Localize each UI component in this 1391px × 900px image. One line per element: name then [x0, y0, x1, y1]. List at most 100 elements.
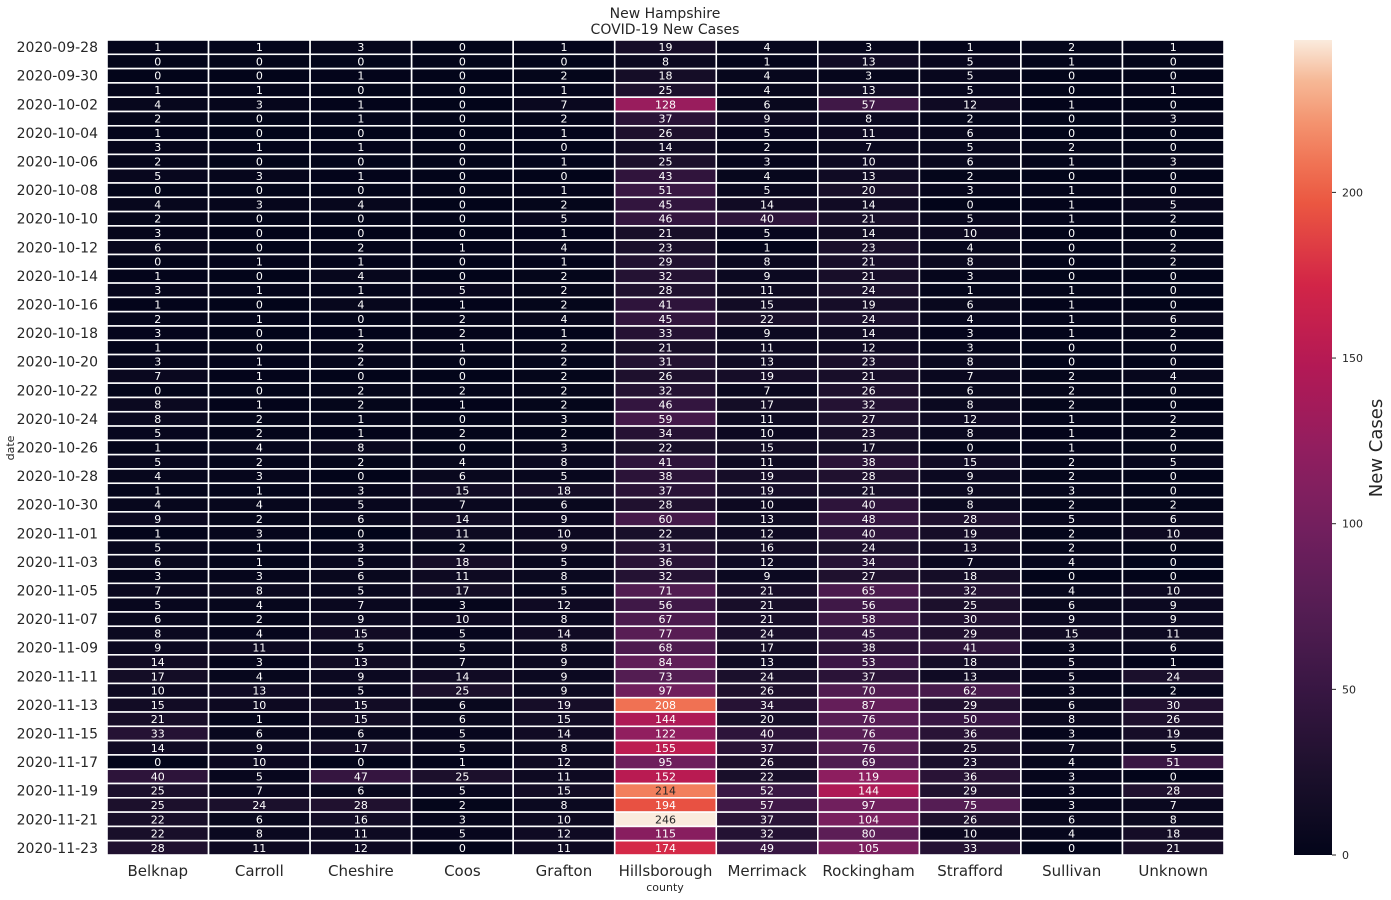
- heatmap-cell-label: 25: [455, 770, 469, 783]
- heatmap-cell-label: 22: [151, 828, 165, 841]
- colorbar-tick-label: 50: [1342, 683, 1356, 696]
- heatmap-cell-label: 14: [862, 327, 876, 340]
- heatmap-cell-label: 20: [760, 713, 774, 726]
- heatmap-cell-label: 3: [154, 570, 161, 583]
- heatmap-cell-label: 80: [862, 828, 876, 841]
- heatmap-cell-label: 1: [357, 327, 364, 340]
- heatmap-cell-label: 2: [459, 313, 466, 326]
- heatmap-cell-label: 17: [760, 642, 774, 655]
- heatmap-cell-label: 1: [560, 127, 567, 140]
- heatmap-cell-label: 6: [1068, 699, 1075, 712]
- heatmap-cell-label: 8: [560, 570, 567, 583]
- heatmap-cell-label: 97: [862, 799, 876, 812]
- heatmap-cell-label: 104: [858, 813, 879, 826]
- heatmap-cell-label: 214: [655, 785, 676, 798]
- heatmap-cell-label: 12: [557, 599, 571, 612]
- heatmap-cell-label: 0: [1068, 84, 1075, 97]
- heatmap-cell-label: 6: [357, 570, 364, 583]
- heatmap-cell-label: 1: [560, 41, 567, 54]
- heatmap-cell-label: 2: [154, 213, 161, 226]
- x-tick-labels: Belknap Carroll Cheshire Coos Grafton Hillsbo…: [127, 862, 1208, 880]
- heatmap-cell-label: 2: [560, 113, 567, 126]
- heatmap-cell-label: 34: [760, 699, 774, 712]
- heatmap-cell-label: 25: [963, 599, 977, 612]
- heatmap-cell-label: 25: [659, 156, 673, 169]
- heatmap-cell-label: 4: [154, 499, 161, 512]
- heatmap-cell-label: 2: [1068, 370, 1075, 383]
- heatmap-cell-label: 4: [357, 270, 364, 283]
- heatmap-cell-label: 1: [1068, 198, 1075, 211]
- heatmap-cell-label: 0: [1068, 842, 1075, 855]
- heatmap-cell-label: 97: [659, 685, 673, 698]
- heatmap-cell-label: 1: [256, 370, 263, 383]
- heatmap-cell-label: 122: [655, 727, 676, 740]
- heatmap-cell-label: 0: [357, 227, 364, 240]
- heatmap-cell-label: 0: [1170, 170, 1177, 183]
- heatmap-cell-label: 5: [967, 141, 974, 154]
- heatmap-cell-label: 6: [154, 613, 161, 626]
- heatmap-cell-label: 1: [256, 356, 263, 369]
- heatmap-cell-label: 1: [357, 141, 364, 154]
- heatmap-cell-label: 5: [764, 127, 771, 140]
- heatmap-cell-label: 3: [154, 356, 161, 369]
- heatmap-cell-label: 0: [1170, 141, 1177, 154]
- heatmap-cell-label: 9: [764, 570, 771, 583]
- heatmap-cell-label: 10: [252, 699, 266, 712]
- heatmap-cell-label: 2: [560, 427, 567, 440]
- heatmap-cell-label: 1: [560, 184, 567, 197]
- heatmap-cell-label: 0: [256, 327, 263, 340]
- heatmap-cell-label: 95: [659, 756, 673, 769]
- heatmap-cell-label: 3: [256, 527, 263, 540]
- heatmap-cell-label: 40: [151, 770, 165, 783]
- heatmap-cell-label: 0: [1170, 341, 1177, 354]
- heatmap-cell-label: 14: [862, 198, 876, 211]
- heatmap-cell-label: 7: [967, 370, 974, 383]
- y-tick-label: 2020-11-13: [17, 698, 98, 714]
- heatmap-cell-label: 19: [760, 484, 774, 497]
- heatmap-cell-label: 0: [256, 341, 263, 354]
- heatmap-cell-label: 1: [154, 127, 161, 140]
- heatmap-cell-label: 0: [459, 170, 466, 183]
- heatmap-cell-label: 19: [760, 470, 774, 483]
- y-tick-label: 2020-11-07: [17, 612, 98, 628]
- heatmap-cell-label: 67: [659, 613, 673, 626]
- heatmap-cell-label: 2: [560, 284, 567, 297]
- heatmap-cell-label: 4: [764, 84, 771, 97]
- heatmap-cell-label: 28: [659, 284, 673, 297]
- heatmap-cell-label: 2: [1068, 456, 1075, 469]
- heatmap-cell-label: 10: [455, 613, 469, 626]
- heatmap-cell-label: 11: [760, 284, 774, 297]
- heatmap-cell: [1121, 839, 1225, 856]
- heatmap-cell-label: 11: [354, 828, 368, 841]
- heatmap-cell-label: 3: [357, 41, 364, 54]
- heatmap-cell-label: 0: [459, 98, 466, 111]
- heatmap-cell-label: 32: [659, 270, 673, 283]
- heatmap-cell-label: 24: [862, 284, 876, 297]
- heatmap-cell-label: 0: [1068, 256, 1075, 269]
- heatmap-cell-label: 0: [154, 70, 161, 83]
- heatmap-cell-label: 15: [557, 713, 571, 726]
- heatmap-cell-label: 22: [760, 313, 774, 326]
- heatmap-cell-label: 38: [862, 642, 876, 655]
- heatmap-cell-label: 12: [862, 341, 876, 354]
- heatmap-cell-label: 4: [256, 670, 263, 683]
- heatmap-cell-label: 0: [1170, 270, 1177, 283]
- heatmap-cell-label: 1: [459, 241, 466, 254]
- heatmap-cell-label: 0: [459, 113, 466, 126]
- heatmap-cell-label: 37: [659, 113, 673, 126]
- heatmap-cell-label: 0: [1170, 356, 1177, 369]
- heatmap-cell-label: 6: [1170, 642, 1177, 655]
- heatmap-cell-label: 24: [252, 799, 266, 812]
- y-tick-label: 2020-09-30: [17, 69, 98, 85]
- x-tick-label: Grafton: [536, 862, 593, 880]
- heatmap-cell-label: 2: [154, 156, 161, 169]
- heatmap-cell-label: 15: [760, 299, 774, 312]
- heatmap-cell-label: 7: [967, 556, 974, 569]
- heatmap-cell-label: 14: [455, 513, 469, 526]
- heatmap-cell-label: 4: [357, 198, 364, 211]
- colorbar: 0 50 100 150 200: [1294, 40, 1363, 862]
- heatmap-cell-label: 0: [256, 55, 263, 68]
- heatmap-cell-label: 7: [865, 141, 872, 154]
- heatmap-cell-label: 0: [357, 156, 364, 169]
- heatmap-cell-label: 5: [459, 742, 466, 755]
